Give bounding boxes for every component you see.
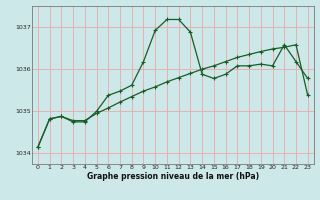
X-axis label: Graphe pression niveau de la mer (hPa): Graphe pression niveau de la mer (hPa) <box>87 172 259 181</box>
